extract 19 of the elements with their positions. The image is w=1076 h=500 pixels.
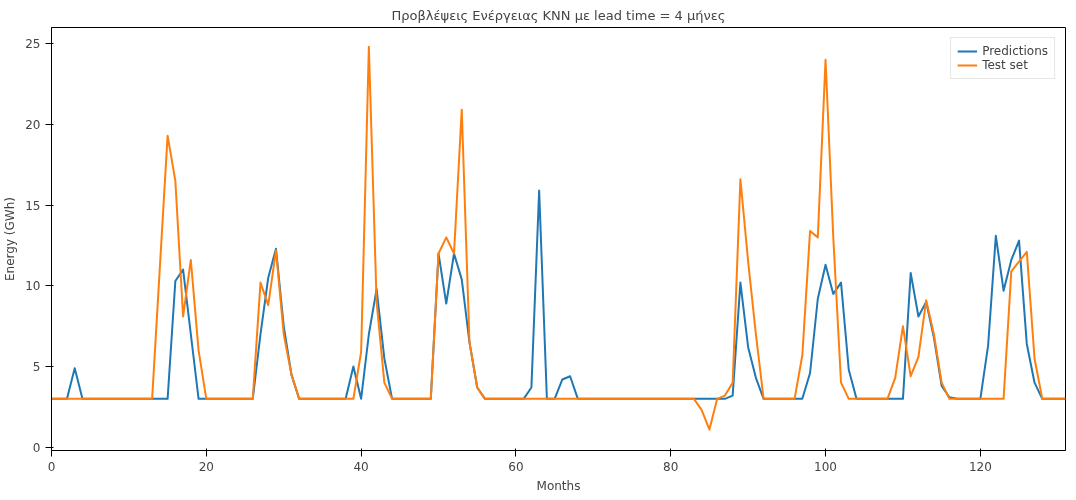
y-tick-label: 20	[25, 117, 41, 132]
legend-label: Predictions	[982, 44, 1048, 58]
legend-label: Test set	[982, 58, 1028, 72]
x-tick-label: 60	[508, 459, 524, 474]
x-tick-label: 100	[814, 459, 837, 474]
x-tick-label: 120	[968, 459, 992, 474]
x-tick-label: 80	[663, 459, 679, 474]
y-tick-label: 0	[32, 440, 41, 455]
y-axis-title: Energy (GWh)	[3, 197, 18, 281]
x-axis-title: Months	[536, 478, 581, 493]
y-tick-label: 15	[25, 198, 41, 213]
x-tick-label: 0	[47, 459, 56, 474]
chart-title: Προβλέψεις Ενέργειας KNN με lead time = 4 μήνες	[391, 7, 726, 23]
line-series	[51, 45, 1066, 431]
x-tick-label: 40	[353, 459, 369, 474]
x-tick-label: 20	[198, 459, 214, 474]
y-tick-label: 25	[25, 37, 41, 52]
y-tick-label: 10	[25, 279, 41, 294]
y-tick-label: 5	[32, 360, 41, 375]
